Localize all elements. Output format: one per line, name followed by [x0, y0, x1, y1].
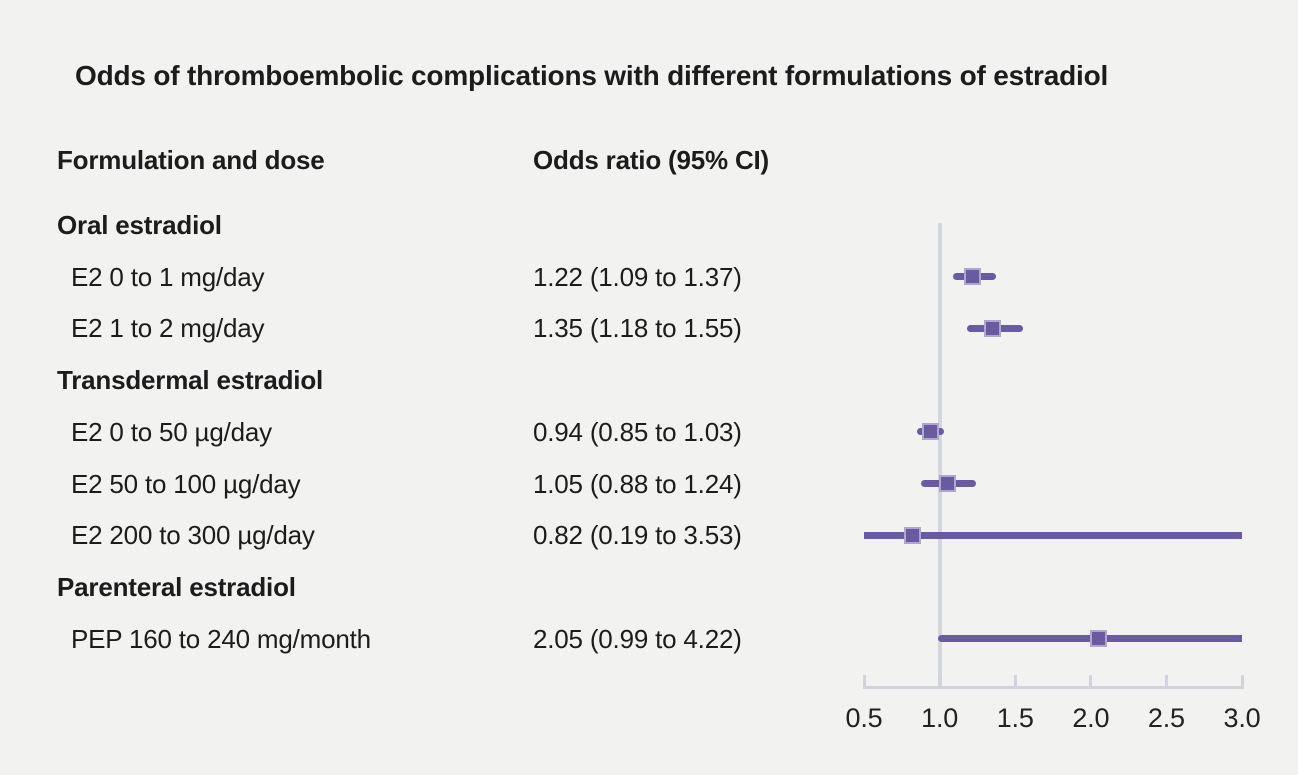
reference-line — [937, 223, 942, 689]
odds-ratio-value: 1.05 (0.88 to 1.24) — [533, 468, 742, 499]
column-header-formulation: Formulation and dose — [57, 145, 325, 175]
row-group-label: Parenteral estradiol — [57, 571, 296, 602]
odds-ratio-value: 0.82 (0.19 to 3.53) — [533, 520, 742, 551]
odds-ratio-value: 1.22 (1.09 to 1.37) — [533, 261, 742, 292]
column-header-odds-ratio: Odds ratio (95% CI) — [533, 145, 770, 175]
x-tick-label: 2.5 — [1147, 703, 1185, 733]
row-item-label: E2 200 to 300 µg/day — [71, 520, 315, 551]
x-tick — [1089, 675, 1093, 687]
x-tick-label: 0.5 — [845, 703, 883, 733]
x-tick — [938, 675, 942, 687]
odds-ratio-value: 0.94 (0.85 to 1.03) — [533, 416, 742, 447]
row-item-label: E2 0 to 1 mg/day — [71, 261, 265, 292]
row-group-label: Oral estradiol — [57, 210, 222, 240]
row-item-label: E2 0 to 50 µg/day — [71, 416, 272, 447]
x-tick — [1164, 675, 1168, 687]
x-axis — [862, 686, 1244, 689]
odds-ratio-marker — [903, 526, 921, 544]
row-group-label: Transdermal estradiol — [57, 365, 324, 396]
x-tick — [1013, 675, 1017, 687]
x-tick-label: 3.0 — [1223, 703, 1261, 733]
odds-ratio-marker — [938, 475, 956, 492]
x-tick-label: 1.5 — [996, 703, 1034, 733]
confidence-interval-bar — [864, 531, 1242, 539]
row-item-label: E2 50 to 100 µg/day — [71, 468, 301, 499]
x-tick-label: 2.0 — [1072, 703, 1110, 733]
row-item-label: E2 1 to 2 mg/day — [71, 313, 265, 344]
odds-ratio-value: 2.05 (0.99 to 4.22) — [533, 623, 742, 654]
odds-ratio-marker — [984, 319, 1002, 337]
x-tick-label: 1.0 — [921, 703, 959, 733]
x-tick — [1240, 675, 1244, 687]
odds-ratio-marker — [964, 268, 982, 286]
row-item-label: PEP 160 to 240 mg/month — [71, 623, 371, 654]
x-tick — [862, 675, 866, 687]
odds-ratio-marker — [1089, 630, 1107, 648]
odds-ratio-marker — [922, 423, 940, 441]
odds-ratio-value: 1.35 (1.18 to 1.55) — [533, 313, 742, 344]
page-title: Odds of thromboembolic complications wit… — [75, 60, 1109, 91]
